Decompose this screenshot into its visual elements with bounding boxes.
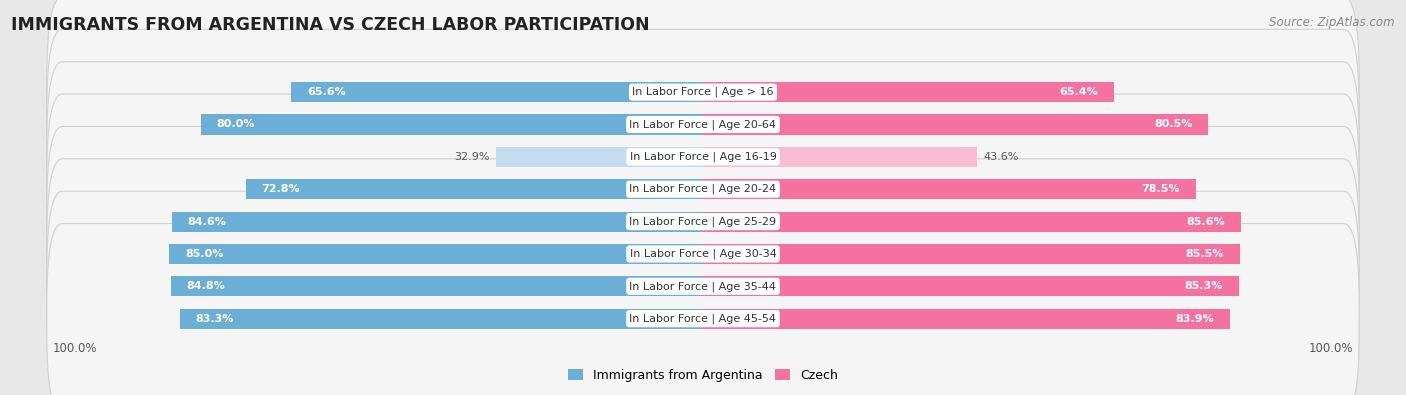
Text: In Labor Force | Age 35-44: In Labor Force | Age 35-44	[630, 281, 776, 292]
Text: 72.8%: 72.8%	[262, 184, 301, 194]
Text: In Labor Force | Age 30-34: In Labor Force | Age 30-34	[630, 249, 776, 259]
Text: In Labor Force | Age > 16: In Labor Force | Age > 16	[633, 87, 773, 98]
Text: 85.0%: 85.0%	[186, 249, 224, 259]
Text: In Labor Force | Age 20-24: In Labor Force | Age 20-24	[630, 184, 776, 194]
Text: 85.3%: 85.3%	[1184, 281, 1223, 291]
Text: 80.5%: 80.5%	[1154, 120, 1192, 130]
Text: Source: ZipAtlas.com: Source: ZipAtlas.com	[1270, 16, 1395, 29]
FancyBboxPatch shape	[46, 62, 1360, 252]
Text: 80.0%: 80.0%	[217, 120, 254, 130]
Bar	[201, 115, 703, 135]
Bar	[496, 147, 703, 167]
Text: 84.8%: 84.8%	[186, 281, 225, 291]
Text: IMMIGRANTS FROM ARGENTINA VS CZECH LABOR PARTICIPATION: IMMIGRANTS FROM ARGENTINA VS CZECH LABOR…	[11, 16, 650, 34]
Text: In Labor Force | Age 45-54: In Labor Force | Age 45-54	[630, 313, 776, 324]
FancyBboxPatch shape	[46, 0, 1360, 187]
Legend: Immigrants from Argentina, Czech: Immigrants from Argentina, Czech	[568, 369, 838, 382]
Bar	[703, 147, 977, 167]
Text: 78.5%: 78.5%	[1142, 184, 1180, 194]
Bar	[703, 82, 1114, 102]
Text: 43.6%: 43.6%	[983, 152, 1018, 162]
Text: 85.6%: 85.6%	[1187, 216, 1225, 227]
Bar	[703, 179, 1197, 199]
FancyBboxPatch shape	[46, 29, 1360, 220]
Text: 85.5%: 85.5%	[1185, 249, 1225, 259]
Text: 32.9%: 32.9%	[454, 152, 491, 162]
Text: 83.9%: 83.9%	[1175, 314, 1215, 324]
Bar	[246, 179, 703, 199]
Text: 65.6%: 65.6%	[307, 87, 346, 97]
Bar	[703, 115, 1209, 135]
Bar	[170, 276, 703, 296]
Bar	[703, 212, 1240, 231]
Text: 83.3%: 83.3%	[195, 314, 233, 324]
FancyBboxPatch shape	[46, 159, 1360, 349]
Bar	[169, 244, 703, 264]
Bar	[180, 308, 703, 329]
Text: 65.4%: 65.4%	[1059, 87, 1098, 97]
FancyBboxPatch shape	[46, 126, 1360, 317]
FancyBboxPatch shape	[46, 94, 1360, 284]
Text: 84.6%: 84.6%	[187, 216, 226, 227]
Bar	[703, 276, 1239, 296]
FancyBboxPatch shape	[46, 191, 1360, 382]
Text: In Labor Force | Age 25-29: In Labor Force | Age 25-29	[630, 216, 776, 227]
FancyBboxPatch shape	[46, 224, 1360, 395]
Bar	[291, 82, 703, 102]
Bar	[703, 244, 1240, 264]
Bar	[703, 308, 1230, 329]
Bar	[172, 212, 703, 231]
Text: In Labor Force | Age 16-19: In Labor Force | Age 16-19	[630, 152, 776, 162]
Text: In Labor Force | Age 20-64: In Labor Force | Age 20-64	[630, 119, 776, 130]
